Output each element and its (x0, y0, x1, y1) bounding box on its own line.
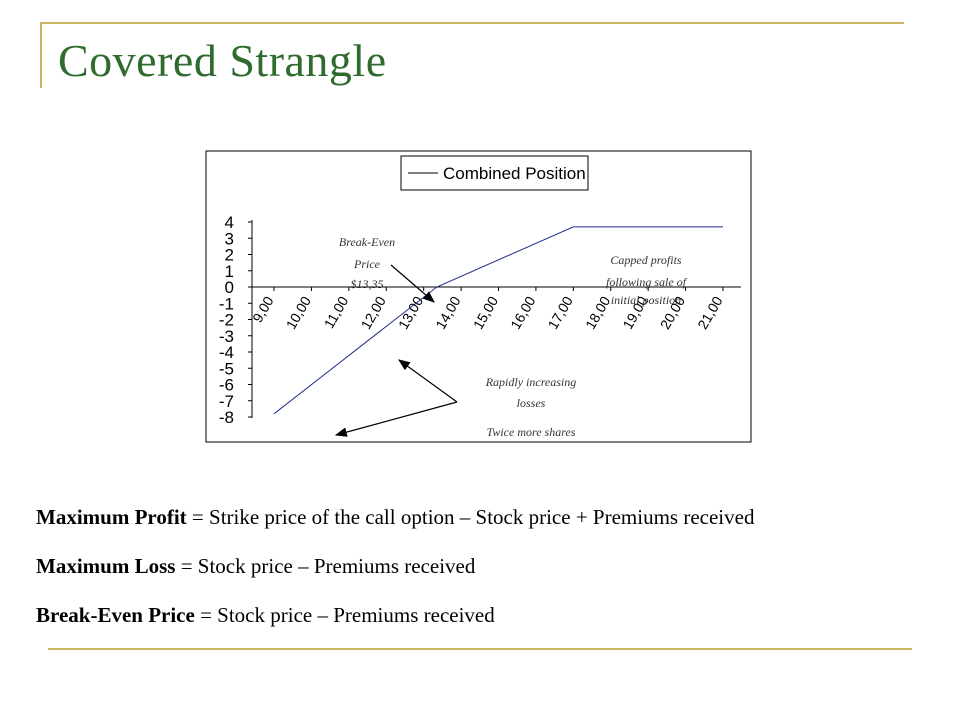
combined-position-line (273, 226, 723, 415)
losses-arrow-upper (398, 359, 458, 403)
breakeven-note-line1: Break-Even (339, 235, 395, 249)
capped-note-line3: initial position (611, 293, 681, 307)
formula-term: Maximum Loss (36, 554, 176, 578)
capped-note-line1: Capped profits (610, 253, 682, 267)
slide-title: Covered Strangle (58, 35, 387, 86)
breakeven-note-line3: $13,35 (351, 277, 384, 291)
y-tick-label: -4 (219, 343, 234, 362)
legend-label: Combined Position (443, 164, 586, 183)
y-tick-label: -1 (219, 294, 234, 313)
y-tick-label: -5 (219, 359, 234, 378)
y-tick-label: -7 (219, 392, 234, 411)
y-tick-label: 2 (225, 246, 234, 265)
formula-term: Break-Even Price (36, 603, 195, 627)
y-tick-label: -3 (219, 327, 234, 346)
formula-term: Maximum Profit (36, 505, 187, 529)
breakeven-note-line2: Price (353, 257, 381, 271)
left-rule (40, 22, 42, 88)
chart-frame (205, 150, 752, 443)
capped-note-line2: following sale of (606, 275, 688, 289)
formula-list: Maximum Profit = Strike price of the cal… (36, 502, 754, 649)
formula-definition: = Strike price of the call option – Stoc… (186, 505, 755, 529)
y-tick-label: 4 (225, 213, 234, 232)
y-tick-label: 3 (225, 229, 234, 248)
losses-arrow-lower (334, 401, 458, 437)
y-tick-label: -6 (219, 376, 234, 395)
y-tick-label: 0 (225, 278, 234, 297)
breakeven-formula: Break-Even Price = Stock price – Premium… (36, 600, 754, 649)
top-rule (40, 22, 904, 24)
y-tick-label: -2 (219, 311, 234, 330)
breakeven-arrow (390, 264, 435, 303)
losses-note-line2: losses (517, 396, 546, 410)
formula-definition: = Stock price – Premiums received (175, 554, 476, 578)
bottom-rule (48, 648, 912, 650)
y-tick-label: -8 (219, 408, 234, 427)
max-loss-formula: Maximum Loss = Stock price – Premiums re… (36, 551, 754, 600)
losses-note-line1: Rapidly increasing (485, 375, 577, 389)
y-tick-label: 1 (225, 262, 234, 281)
chart-legend: Combined Position (400, 155, 589, 191)
formula-definition: = Stock price – Premiums received (194, 603, 495, 627)
max-profit-formula: Maximum Profit = Strike price of the cal… (36, 502, 754, 551)
shares-note: Twice more shares (487, 425, 576, 439)
